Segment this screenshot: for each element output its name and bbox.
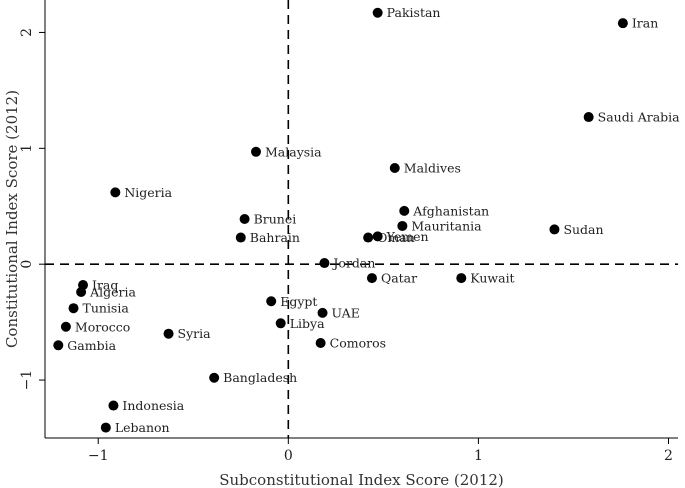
data-point [53, 340, 64, 351]
data-point-label: Oman [377, 230, 415, 245]
y-tick-label: 1 [19, 144, 35, 153]
data-point [209, 372, 220, 383]
reference-lines [45, 0, 678, 438]
data-point-label: Pakistan [387, 5, 441, 20]
data-point [389, 163, 400, 174]
data-point [617, 18, 628, 29]
data-point-label: Comoros [330, 335, 386, 350]
data-point-label: UAE [332, 305, 360, 320]
data-point [110, 187, 121, 198]
data-point-label: Saudi Arabia [598, 110, 680, 125]
data-point [76, 287, 87, 297]
data-points: Pakistan Iran Saudi Arabia Malaysia Maldives… [53, 5, 680, 435]
data-point [108, 400, 119, 411]
data-point [60, 321, 71, 332]
x-tick-label: 2 [664, 448, 673, 464]
y-tick-label: 2 [19, 28, 35, 37]
data-point-label: Nigeria [124, 185, 172, 200]
data-point [549, 224, 560, 235]
data-point-label: Libya [290, 316, 325, 331]
data-point-label: Yemen [386, 229, 429, 244]
y-axis-title: Constitutional Index Score (2012) [3, 90, 21, 348]
data-point-label: Morocco [75, 319, 130, 334]
data-point-label: Sudan [563, 222, 603, 237]
y-tick-label: 0 [19, 260, 35, 269]
data-point [397, 220, 408, 231]
data-point-label: Iran [632, 16, 658, 31]
data-point-label: Bahrain [250, 230, 300, 245]
data-point-label: Malaysia [265, 144, 322, 159]
data-point-label: Kuwait [470, 271, 514, 286]
data-point [319, 258, 330, 269]
x-axis-title: Subconstitutional Index Score (2012) [219, 471, 504, 488]
data-point [315, 337, 326, 348]
data-point [266, 296, 277, 307]
data-point [583, 112, 594, 123]
x-tick-label: 1 [474, 448, 483, 464]
data-point [366, 273, 377, 284]
data-point-label: Algeria [89, 285, 136, 300]
data-point [68, 303, 79, 314]
data-point-label: Gambia [67, 338, 116, 353]
data-point-label: Mauritania [411, 218, 482, 233]
data-point [251, 146, 261, 157]
data-point [456, 273, 467, 284]
data-point [399, 205, 410, 216]
data-point [372, 7, 383, 18]
plot-frame [44, 0, 678, 439]
axis-ticks: −1 0 1 2 −1 0 1 2 [19, 28, 673, 464]
data-point [363, 232, 374, 243]
data-point-label: Brunei [254, 212, 297, 227]
data-point [317, 307, 328, 318]
data-point [163, 328, 174, 339]
data-point-label: Indonesia [122, 398, 184, 413]
data-point [372, 231, 383, 242]
data-point [275, 318, 286, 329]
y-tick-label: −1 [19, 370, 35, 391]
data-point [100, 422, 111, 433]
data-point [239, 214, 250, 224]
data-point-label: Syria [178, 326, 212, 341]
data-point-label: Lebanon [115, 420, 170, 435]
data-point-label: Tunisia [83, 301, 130, 316]
data-point-label: Jordan [331, 256, 375, 271]
data-point-label: Iraq [92, 278, 118, 293]
x-tick-label: −1 [88, 448, 109, 464]
data-point-label: Egypt [280, 294, 317, 309]
data-point-label: Maldives [404, 161, 461, 176]
x-tick-label: 0 [284, 448, 293, 464]
data-point [235, 232, 246, 243]
data-point-label: Qatar [381, 271, 417, 286]
data-point-label: Afghanistan [412, 203, 489, 218]
data-point-label: Bangladesh [223, 370, 297, 385]
